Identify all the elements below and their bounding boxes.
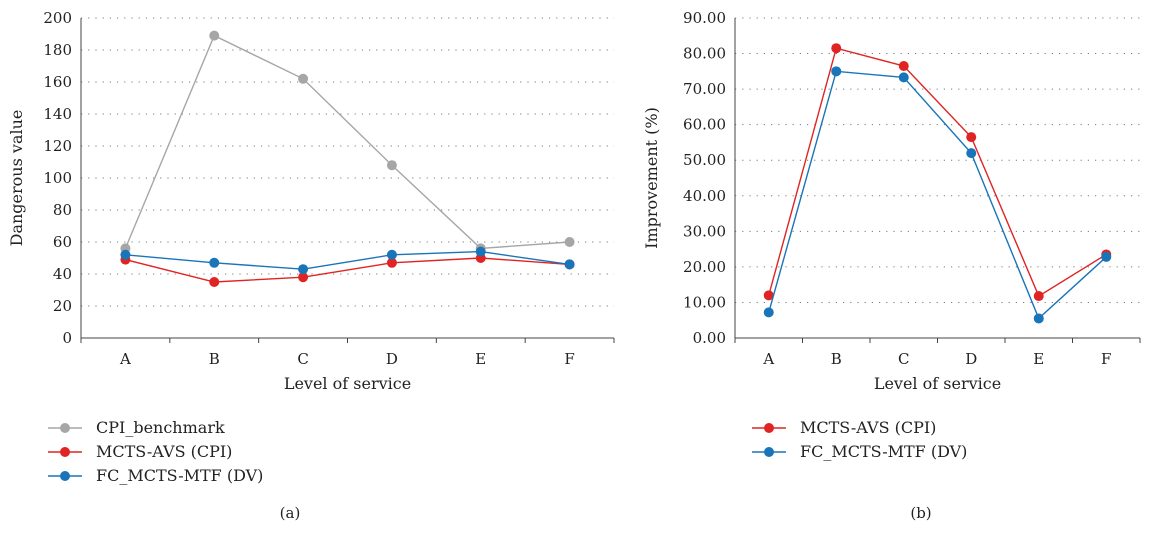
data-point [209,277,220,287]
data-point [763,307,774,318]
x-axis-title: Level of service [874,374,1001,393]
x-tick-label: D [965,350,977,368]
legend-label: FC_MCTS-MTF (DV) [800,442,967,461]
x-axis-title: Level of service [284,374,411,393]
data-point [386,249,397,260]
legend-label: CPI_benchmark [96,418,225,437]
y-tick-label: 160 [43,73,72,91]
data-point [898,72,909,83]
series-line [125,257,570,283]
y-tick-label: 100 [43,169,72,187]
y-tick-label: 70.00 [683,80,726,98]
legend-label: MCTS-AVS (CPI) [96,442,232,461]
x-tick-label: B [209,350,220,368]
y-tick-label: 120 [43,137,72,155]
legend-swatch-marker [60,447,70,457]
data-point [763,290,774,301]
x-tick-label: F [564,350,574,368]
series-1 [120,30,575,254]
data-point [386,160,397,171]
legend-swatch-marker [764,447,774,457]
legend-label: MCTS-AVS (CPI) [800,418,936,437]
data-point [209,257,220,268]
data-point [298,272,309,283]
y-tick-label: 40.00 [683,187,726,205]
legend-entry: MCTS-AVS (CPI) [48,442,232,461]
legend-swatch-marker [60,423,70,433]
data-point [564,259,575,270]
y-tick-label: 0.00 [693,329,726,347]
y-tick-label: 200 [43,9,72,27]
y-tick-label: 30.00 [683,222,726,240]
x-tick-label: D [386,350,398,368]
legend-swatch-marker [60,471,70,481]
legend-entry: FC_MCTS-MTF (DV) [48,466,263,485]
series-1 [763,43,1112,302]
x-tick-label: E [1033,350,1044,368]
legend-entry: MCTS-AVS (CPI) [752,418,936,437]
data-point [1101,251,1112,262]
legend-entry: FC_MCTS-MTF (DV) [752,442,967,461]
y-tick-label: 0 [62,329,72,347]
y-tick-label: 60 [53,233,72,251]
data-point [564,237,575,247]
y-tick-label: 60.00 [683,116,726,134]
series-2 [763,66,1112,324]
legend-entry: CPI_benchmark [48,418,225,437]
y-tick-label: 50.00 [683,151,726,169]
series-line [124,34,570,250]
y-tick-label: 180 [43,41,72,59]
legend: CPI_benchmark MCTS-AVS (CPI) FC_MCTS-MTF (… [48,418,263,485]
x-tick-label: B [831,350,842,368]
y-axis-title: Dangerous value [7,110,26,247]
series-2 [120,253,575,287]
y-tick-label: 40 [53,265,72,283]
series-line [125,250,570,270]
y-tick-label: 140 [43,105,72,123]
y-tick-label: 80.00 [683,45,726,63]
y-tick-label: 90.00 [683,9,726,27]
data-point [475,246,486,257]
data-point [298,264,309,275]
panel-label: (b) [910,504,931,522]
legend-label: FC_MCTS-MTF (DV) [96,466,263,485]
x-tick-label: F [1101,350,1111,368]
x-tick-label: C [297,350,308,368]
data-point [298,73,309,84]
y-tick-label: 20.00 [683,258,726,276]
data-point [209,30,220,41]
x-tick-label: E [475,350,486,368]
data-point [898,61,909,71]
data-point [1033,291,1044,302]
chart-panel-2: 0.00 10.00 20.00 30.00 40.00 50.00 60.00 70.00 8… [642,9,1141,522]
y-tick-label: 10.00 [683,293,726,311]
x-tick-label: A [762,350,774,368]
data-point [831,43,842,54]
chart-panel-1: 0 20 40 60 80 100 120 140 160 180 200 A B C D E F Level o… [7,9,615,522]
y-tick-label: 80 [53,201,72,219]
data-point [831,66,842,77]
data-point [966,148,977,159]
legend: MCTS-AVS (CPI) FC_MCTS-MTF (DV) [752,418,967,461]
y-tick-label: 20 [53,297,72,315]
legend-swatch-marker [764,423,774,433]
data-point [1033,313,1044,324]
data-point [120,249,131,260]
x-tick-label: A [119,350,131,368]
data-point [966,132,977,143]
x-tick-label: C [898,350,909,368]
y-axis-title: Improvement (%) [642,107,661,249]
series-line [768,47,1107,298]
panel-label: (a) [280,504,301,522]
series-3 [120,246,575,275]
data-point [386,257,397,268]
series-line [768,70,1107,320]
